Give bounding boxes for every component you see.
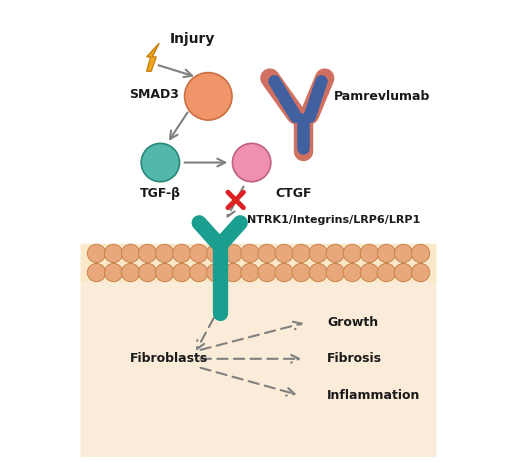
Circle shape xyxy=(121,263,140,282)
Polygon shape xyxy=(147,43,159,71)
Circle shape xyxy=(343,263,361,282)
Circle shape xyxy=(326,263,344,282)
FancyBboxPatch shape xyxy=(81,244,436,282)
Text: TGF-β: TGF-β xyxy=(140,187,181,200)
Circle shape xyxy=(224,244,242,262)
Circle shape xyxy=(87,244,105,262)
Circle shape xyxy=(233,143,271,182)
Circle shape xyxy=(326,244,344,262)
Circle shape xyxy=(190,244,208,262)
Circle shape xyxy=(394,244,413,262)
Circle shape xyxy=(173,263,191,282)
Circle shape xyxy=(343,244,361,262)
Text: Fibrosis: Fibrosis xyxy=(327,353,382,365)
Text: Fibroblasts: Fibroblasts xyxy=(130,353,209,365)
Text: Growth: Growth xyxy=(327,316,378,329)
Circle shape xyxy=(360,244,378,262)
Circle shape xyxy=(258,244,276,262)
Circle shape xyxy=(394,263,413,282)
Text: Pamrevlumab: Pamrevlumab xyxy=(334,90,430,103)
Circle shape xyxy=(156,263,174,282)
Circle shape xyxy=(190,263,208,282)
Circle shape xyxy=(309,244,327,262)
Circle shape xyxy=(412,244,430,262)
Circle shape xyxy=(275,263,293,282)
Circle shape xyxy=(139,263,157,282)
Circle shape xyxy=(241,263,259,282)
Circle shape xyxy=(309,263,327,282)
Circle shape xyxy=(207,263,225,282)
Circle shape xyxy=(377,263,396,282)
Circle shape xyxy=(292,263,310,282)
Circle shape xyxy=(207,244,225,262)
Circle shape xyxy=(87,263,105,282)
Circle shape xyxy=(412,263,430,282)
Text: SMAD3: SMAD3 xyxy=(129,88,179,101)
Circle shape xyxy=(224,263,242,282)
Circle shape xyxy=(258,263,276,282)
Circle shape xyxy=(121,244,140,262)
Text: NTRK1/Integrins/LRP6/LRP1: NTRK1/Integrins/LRP6/LRP1 xyxy=(247,214,420,225)
Circle shape xyxy=(104,244,123,262)
FancyBboxPatch shape xyxy=(81,280,436,457)
Circle shape xyxy=(292,244,310,262)
Text: Injury: Injury xyxy=(170,32,215,46)
Circle shape xyxy=(360,263,378,282)
Text: Inflammation: Inflammation xyxy=(327,389,420,402)
Circle shape xyxy=(156,244,174,262)
Circle shape xyxy=(141,143,179,182)
Circle shape xyxy=(139,244,157,262)
Circle shape xyxy=(173,244,191,262)
Text: CTGF: CTGF xyxy=(276,187,312,200)
Circle shape xyxy=(104,263,123,282)
Circle shape xyxy=(377,244,396,262)
Circle shape xyxy=(275,244,293,262)
Circle shape xyxy=(185,73,232,120)
Circle shape xyxy=(241,244,259,262)
